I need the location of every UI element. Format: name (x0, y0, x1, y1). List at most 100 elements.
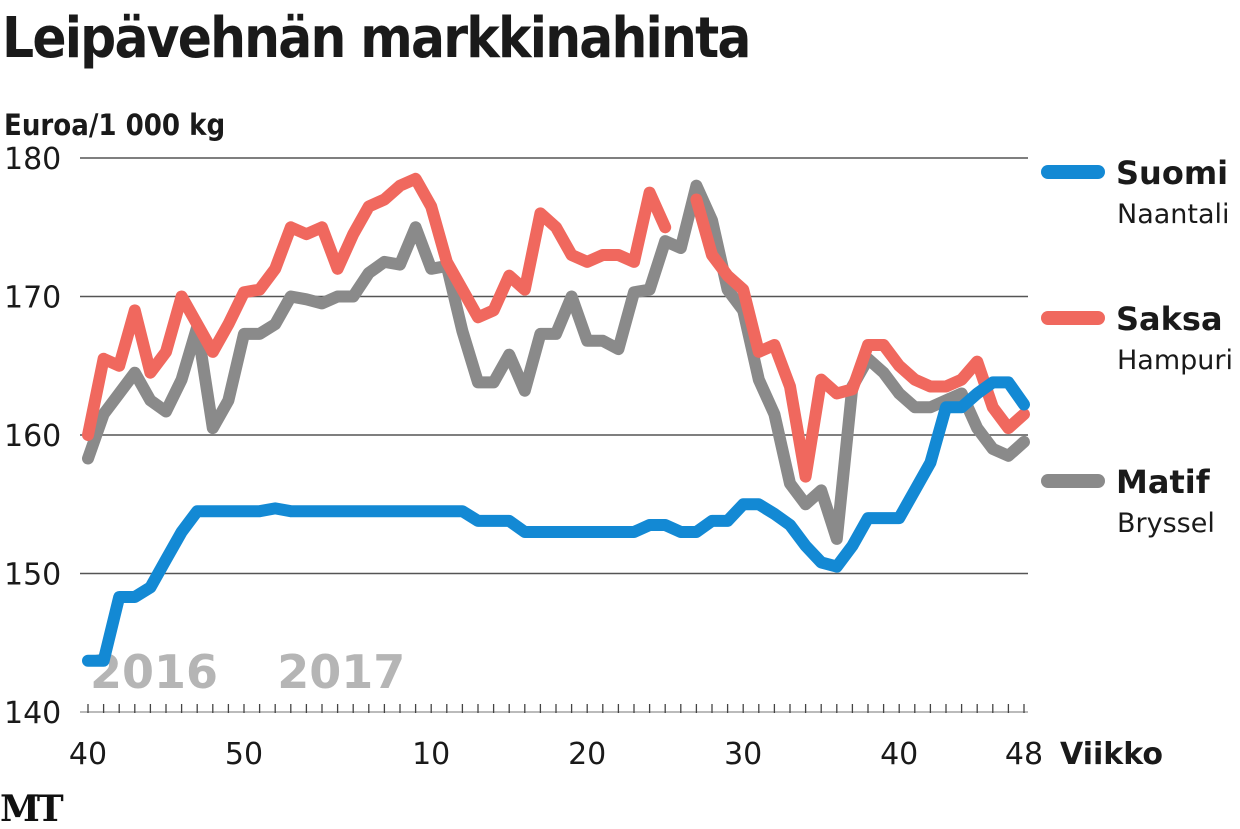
data-point-suomi (789, 524, 791, 526)
data-point-suomi (883, 517, 885, 519)
data-point-saksa (820, 379, 822, 381)
data-point-matif (274, 323, 276, 325)
y-tick-label: 140 (4, 696, 61, 731)
data-point-saksa (399, 185, 401, 187)
data-point-matif (508, 354, 510, 356)
data-point-saksa (929, 386, 931, 388)
data-point-saksa (290, 226, 292, 228)
data-point-saksa (1023, 413, 1025, 415)
data-point-suomi (446, 510, 448, 512)
data-point-saksa (976, 361, 978, 363)
data-point-matif (649, 289, 651, 291)
data-point-matif (337, 296, 339, 297)
data-point-suomi (165, 559, 167, 561)
data-point-suomi (181, 531, 183, 533)
mt-logo: MT (0, 788, 64, 829)
data-point-matif (836, 538, 838, 540)
data-point-matif (212, 427, 214, 429)
data-point-saksa (508, 275, 510, 277)
data-point-suomi (805, 545, 807, 547)
data-point-saksa (664, 226, 666, 228)
data-point-suomi (680, 531, 682, 533)
data-point-suomi (929, 462, 931, 464)
data-point-saksa (87, 434, 89, 436)
data-point-suomi (773, 513, 775, 515)
x-tick-label: 10 (412, 737, 450, 772)
data-point-suomi (305, 510, 307, 512)
data-point-suomi (633, 531, 635, 533)
data-point-matif (539, 333, 541, 335)
data-point-suomi (368, 510, 370, 512)
data-point-saksa (1007, 427, 1009, 429)
x-tick-label: 48 (1005, 737, 1043, 772)
data-point-matif (773, 413, 775, 415)
data-point-suomi (727, 520, 729, 522)
data-point-matif (165, 410, 167, 412)
data-point-saksa (430, 205, 432, 207)
data-point-saksa (992, 406, 994, 408)
data-point-suomi (664, 524, 666, 526)
data-point-saksa (836, 392, 838, 394)
data-point-matif (883, 372, 885, 374)
data-point-matif (243, 333, 245, 335)
data-point-matif (695, 185, 697, 187)
data-point-saksa (243, 291, 245, 293)
data-point-saksa (602, 254, 604, 256)
data-point-saksa (633, 261, 635, 263)
data-point-saksa (883, 344, 885, 346)
data-point-matif (633, 291, 635, 293)
data-point-matif (118, 392, 120, 394)
data-point-suomi (212, 510, 214, 512)
data-point-suomi (836, 566, 838, 568)
data-point-matif (524, 390, 526, 392)
x-tick-label: 40 (69, 737, 107, 772)
data-point-suomi (477, 520, 479, 522)
y-axis-label: Euroa/1 000 kg (4, 108, 226, 142)
data-point-matif (758, 379, 760, 381)
data-point-saksa (805, 476, 807, 478)
data-point-matif (617, 348, 619, 350)
data-point-suomi (274, 507, 276, 509)
data-point-saksa (134, 309, 136, 311)
data-point-suomi (118, 596, 120, 598)
data-point-suomi (945, 406, 947, 408)
y-tick-label: 160 (4, 419, 61, 454)
x-tick-label: 20 (568, 737, 606, 772)
data-point-saksa (227, 323, 229, 325)
legend-name-saksa: Saksa (1116, 300, 1223, 338)
data-point-saksa (274, 268, 276, 270)
data-point-matif (945, 399, 947, 401)
x-tick-label: 30 (724, 737, 762, 772)
data-point-saksa (118, 365, 120, 367)
data-point-suomi (711, 520, 713, 522)
data-point-matif (430, 268, 432, 270)
data-point-suomi (914, 489, 916, 491)
data-point-matif (493, 381, 495, 383)
data-point-matif (898, 392, 900, 394)
data-point-saksa (321, 226, 323, 228)
data-point-matif (87, 458, 89, 460)
data-point-saksa (945, 386, 947, 388)
data-point-matif (602, 340, 604, 342)
data-point-matif (399, 264, 401, 266)
data-point-matif (321, 302, 323, 304)
data-point-matif (680, 247, 682, 249)
data-point-matif (415, 226, 417, 228)
data-point-matif (586, 340, 588, 342)
data-point-matif (227, 399, 229, 401)
data-point-suomi (227, 510, 229, 512)
data-point-suomi (493, 520, 495, 522)
data-point-matif (305, 298, 307, 300)
data-point-saksa (383, 199, 385, 201)
data-point-saksa (477, 316, 479, 318)
data-point-suomi (539, 531, 541, 533)
x-axis-label: Viikko (1060, 737, 1163, 772)
data-point-suomi (649, 524, 651, 526)
data-point-matif (290, 296, 292, 297)
data-point-saksa (898, 365, 900, 367)
data-point-matif (976, 427, 978, 429)
data-point-saksa (586, 261, 588, 263)
data-point-suomi (290, 510, 292, 512)
data-point-saksa (415, 178, 417, 180)
series-line-saksa (82, 172, 1030, 483)
